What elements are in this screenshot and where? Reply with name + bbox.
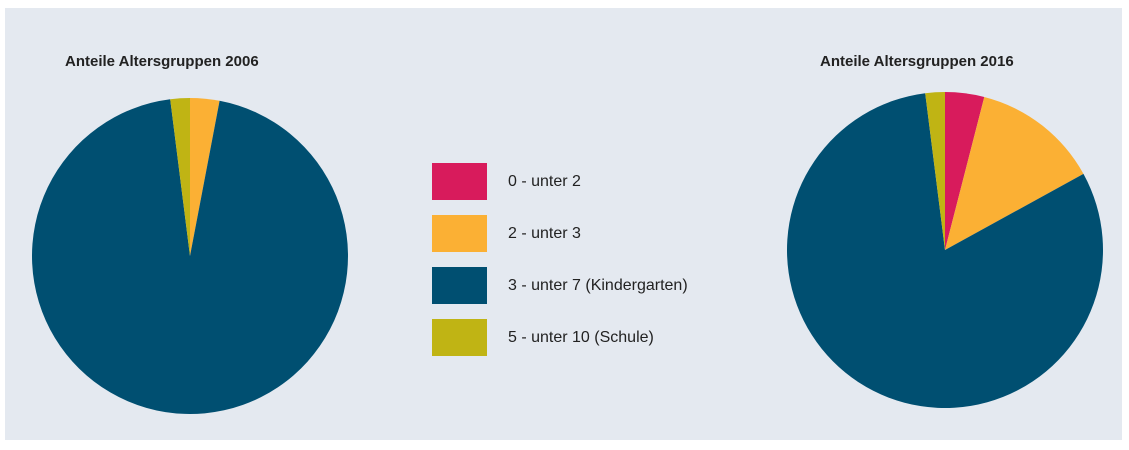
- legend-swatch: [432, 319, 487, 356]
- pie-slice: [32, 99, 348, 414]
- pie-slice: [925, 92, 945, 250]
- chart-title: Anteile Altersgruppen 2006: [65, 53, 259, 70]
- legend-swatch: [432, 215, 487, 252]
- pie-slice: [170, 98, 190, 256]
- legend-swatch: [432, 163, 487, 200]
- pie-slice: [945, 96, 1084, 250]
- legend-label: 5 - unter 10 (Schule): [508, 329, 654, 346]
- legend-swatch: [432, 267, 487, 304]
- pie-slice: [190, 98, 220, 256]
- legend-label: 3 - unter 7 (Kindergarten): [508, 277, 688, 294]
- legend-label: 0 - unter 2: [508, 173, 581, 190]
- pie-slice: [945, 92, 985, 250]
- pie-slice: [787, 93, 1103, 408]
- chart-title: Anteile Altersgruppen 2016: [820, 53, 1014, 70]
- legend-label: 2 - unter 3: [508, 225, 581, 242]
